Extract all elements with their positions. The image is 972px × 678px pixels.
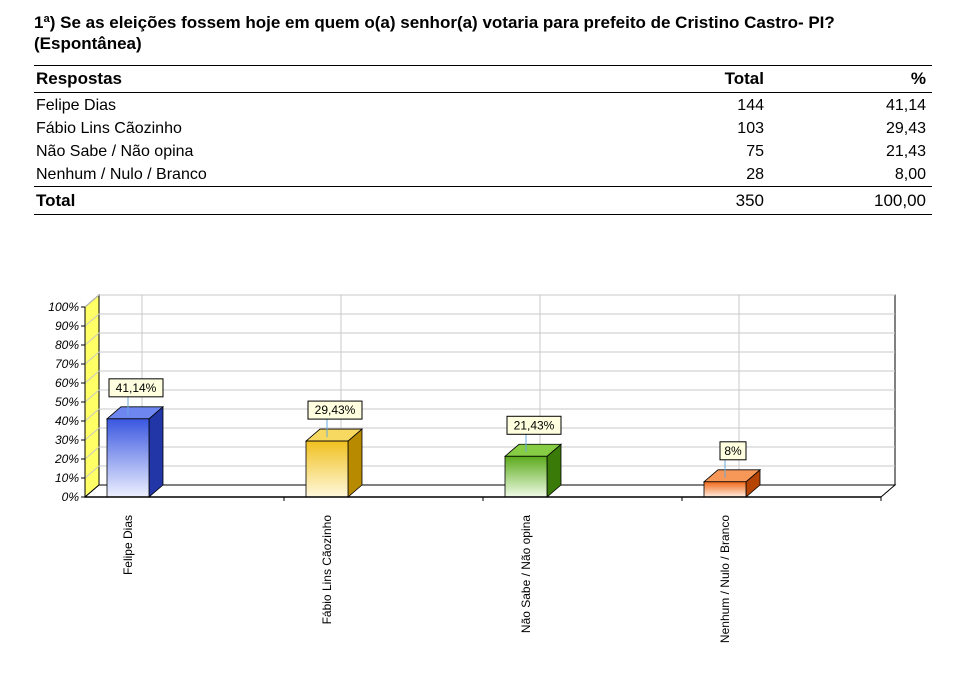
y-tick-label: 80% bbox=[55, 338, 79, 352]
table-row: Nenhum / Nulo / Branco 28 8,00 bbox=[34, 163, 932, 187]
bar bbox=[305, 440, 349, 498]
chart-floor bbox=[83, 484, 897, 498]
total-pct: 100,00 bbox=[774, 186, 932, 215]
row-label: Felipe Dias bbox=[36, 97, 117, 114]
bar-side bbox=[148, 405, 164, 498]
header-pct: % bbox=[774, 65, 932, 93]
data-label: 21,43% bbox=[514, 418, 555, 432]
y-tick-label: 70% bbox=[55, 357, 79, 371]
y-tick-label: 90% bbox=[55, 319, 79, 333]
total-label: Total bbox=[34, 186, 642, 215]
row-total: 28 bbox=[746, 166, 764, 183]
results-table: Respostas Total % Felipe Dias 144 41,14 … bbox=[34, 65, 932, 215]
row-pct: 41,14 bbox=[885, 97, 926, 114]
row-label: Não Sabe / Não opina bbox=[36, 143, 194, 160]
gridline-wall bbox=[84, 389, 100, 403]
gridline-wall bbox=[84, 408, 100, 422]
gridline-wall bbox=[84, 313, 100, 327]
bar bbox=[504, 455, 548, 498]
table-row: Fábio Lins Cãozinho 103 29,43 bbox=[34, 117, 932, 140]
y-tick-label: 40% bbox=[55, 414, 79, 428]
row-total: 103 bbox=[737, 120, 764, 137]
table-header-row: Respostas Total % bbox=[34, 65, 932, 93]
table-row: Felipe Dias 144 41,14 bbox=[34, 93, 932, 118]
data-label: 41,14% bbox=[116, 381, 157, 395]
row-total: 144 bbox=[737, 97, 764, 114]
row-pct: 29,43 bbox=[885, 120, 926, 137]
header-respostas: Respostas bbox=[34, 65, 642, 93]
y-tick-label: 0% bbox=[62, 490, 80, 504]
question-title: 1ª) Se as eleições fossem hoje em quem o… bbox=[34, 12, 944, 54]
row-pct: 8,00 bbox=[894, 166, 926, 183]
y-tick-label: 60% bbox=[55, 376, 79, 390]
question-text: 1ª) Se as eleições fossem hoje em quem o… bbox=[34, 13, 835, 32]
gridline-wall bbox=[84, 332, 100, 346]
data-label-box bbox=[719, 441, 747, 461]
gridline-wall bbox=[84, 294, 100, 308]
bar-chart: 0% 10% 20% 30% 40% 50% 60% 70% 80% 90% 100% 41,14% F… bbox=[48, 293, 897, 643]
row-total: 75 bbox=[746, 143, 764, 160]
category-label: Nenhum / Nulo / Branco bbox=[718, 515, 732, 643]
data-label: 29,43% bbox=[315, 403, 356, 417]
total-count: 350 bbox=[642, 186, 774, 215]
category-label: Fábio Lins Cãozinho bbox=[320, 515, 334, 625]
data-label-box bbox=[307, 400, 363, 420]
gridline-wall bbox=[84, 446, 100, 460]
row-label: Fábio Lins Cãozinho bbox=[36, 120, 182, 137]
y-tick-label: 10% bbox=[55, 471, 79, 485]
table-row: Não Sabe / Não opina 75 21,43 bbox=[34, 140, 932, 163]
data-label: 8% bbox=[724, 444, 742, 458]
gridline-wall bbox=[84, 465, 100, 479]
header-total: Total bbox=[642, 65, 774, 93]
bar bbox=[703, 481, 747, 498]
question-type: (Espontânea) bbox=[34, 34, 142, 53]
table-total-row: Total 350 100,00 bbox=[34, 186, 932, 215]
y-tick-label: 50% bbox=[55, 395, 79, 409]
y-tick-label: 100% bbox=[48, 300, 79, 314]
row-label: Nenhum / Nulo / Branco bbox=[36, 166, 207, 183]
bar bbox=[106, 418, 150, 498]
y-tick-label: 30% bbox=[55, 433, 79, 447]
row-pct: 21,43 bbox=[885, 143, 926, 160]
data-label-box bbox=[108, 378, 164, 398]
gridline-wall bbox=[84, 427, 100, 441]
data-label-box bbox=[506, 415, 562, 435]
y-tick-label: 20% bbox=[54, 452, 79, 466]
category-label: Felipe Dias bbox=[121, 515, 135, 575]
category-label: Não Sabe / Não opina bbox=[519, 515, 533, 633]
gridline-wall bbox=[84, 370, 100, 384]
gridline-wall bbox=[84, 351, 100, 365]
